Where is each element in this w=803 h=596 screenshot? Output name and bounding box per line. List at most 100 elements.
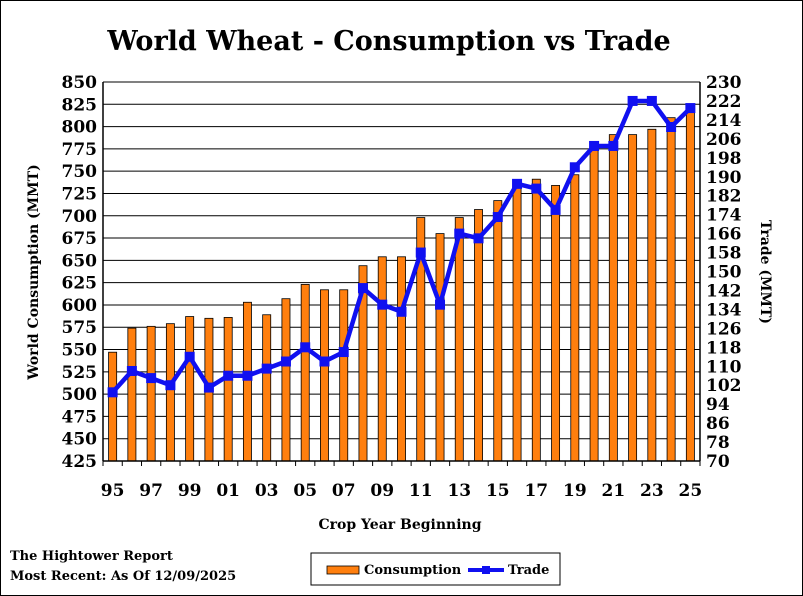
legend-consumption-label: Consumption — [364, 563, 462, 578]
consumption-bar — [262, 314, 272, 462]
x-tick-label: 95 — [101, 481, 125, 501]
consumption-bar — [127, 327, 137, 462]
trade-point — [512, 178, 523, 189]
trade-point — [415, 247, 426, 258]
consumption-bar — [185, 316, 195, 462]
y2-tick-label: 86 — [706, 414, 730, 434]
y-tick-label: 550 — [62, 341, 98, 361]
y2-tick-label: 102 — [706, 376, 742, 396]
y-tick-label: 725 — [62, 184, 98, 204]
y2-tick-label: 126 — [706, 319, 742, 339]
x-tick-label: 11 — [409, 481, 433, 501]
trade-point — [492, 212, 503, 223]
x-tick-label: 07 — [332, 481, 356, 501]
consumption-bar — [300, 284, 310, 462]
y2-tick-label: 94 — [706, 395, 730, 415]
consumption-bars — [108, 108, 695, 462]
x-tick-label: 99 — [178, 481, 202, 501]
consumption-bar — [628, 134, 638, 462]
consumption-bar — [435, 233, 445, 462]
consumption-bar — [608, 134, 618, 462]
trade-point — [435, 299, 446, 310]
y-tick-label: 825 — [62, 95, 98, 115]
trade-point — [203, 382, 214, 393]
y-tick-label: 625 — [62, 274, 98, 294]
trade-point — [300, 342, 311, 353]
trade-point — [396, 306, 407, 317]
y2-tick-label: 118 — [706, 338, 742, 358]
consumption-bar — [589, 142, 599, 462]
x-tick-label: 13 — [447, 481, 471, 501]
y-tick-label: 575 — [62, 318, 98, 338]
y-tick-label: 525 — [62, 363, 98, 383]
y-tick-label: 450 — [62, 430, 98, 450]
y2-tick-label: 166 — [706, 225, 742, 245]
y-tick-label: 750 — [62, 162, 98, 182]
consumption-bar — [647, 128, 657, 462]
trade-point — [223, 370, 234, 381]
y2-axis-label: Trade (MMT) — [757, 220, 773, 324]
y2-tick-label: 190 — [706, 168, 742, 188]
trade-line — [107, 95, 696, 398]
consumption-bar — [493, 200, 503, 462]
x-tick-label: 25 — [679, 481, 703, 501]
consumption-bar — [397, 256, 406, 462]
y-tick-label: 600 — [62, 296, 98, 316]
legend-trade-label: Trade — [508, 563, 549, 578]
trade-point — [107, 387, 118, 398]
trade-point — [357, 283, 368, 294]
x-tick-label: 15 — [486, 481, 510, 501]
chart-title: World Wheat - Consumption vs Trade — [106, 26, 670, 57]
consumption-bar — [570, 174, 580, 462]
x-tick-label: 05 — [293, 481, 317, 501]
left-axis-ticks: 4254504755005255505756006256506757007257… — [62, 73, 98, 472]
x-tick-label: 23 — [640, 481, 664, 501]
trade-point — [627, 95, 638, 106]
trade-point — [242, 370, 253, 381]
y2-tick-label: 142 — [706, 281, 742, 301]
x-tick-label: 19 — [563, 481, 587, 501]
y2-tick-label: 222 — [706, 92, 742, 112]
y2-tick-label: 78 — [706, 433, 730, 453]
axes — [102, 82, 701, 466]
x-tick-label: 03 — [255, 481, 279, 501]
x-tick-label: 09 — [370, 481, 394, 501]
y2-tick-label: 206 — [706, 130, 742, 150]
consumption-bar — [551, 185, 561, 462]
trade-point — [473, 233, 484, 244]
trade-point — [146, 373, 157, 384]
consumption-bar — [377, 256, 387, 462]
y2-tick-label: 134 — [706, 300, 742, 320]
y2-tick-label: 198 — [706, 149, 742, 169]
consumption-bar — [531, 178, 541, 462]
consumption-bar — [339, 289, 349, 462]
y-tick-label: 675 — [62, 229, 98, 249]
trade-point — [261, 363, 272, 374]
trade-point — [646, 95, 657, 106]
trade-point — [280, 356, 291, 367]
y-tick-label: 775 — [62, 140, 98, 160]
y-axis-label: World Consumption (MMT) — [26, 164, 42, 380]
consumption-bar — [474, 209, 483, 462]
trade-point — [569, 162, 580, 173]
consumption-bar — [223, 317, 233, 462]
legend: Consumption Trade — [310, 552, 561, 586]
trade-point — [126, 365, 137, 376]
y2-tick-label: 182 — [706, 187, 742, 207]
consumption-bar — [512, 181, 522, 462]
trade-point — [608, 140, 619, 151]
trade-point — [550, 204, 561, 215]
trade-point — [589, 140, 600, 151]
consumption-bar — [165, 323, 175, 462]
consumption-bar — [320, 289, 329, 462]
y-tick-label: 425 — [62, 452, 98, 472]
y-tick-label: 475 — [62, 407, 98, 427]
legend-trade-marker — [482, 566, 490, 574]
trade-point — [666, 122, 677, 133]
trade-point — [454, 228, 465, 239]
consumption-bar — [281, 298, 291, 462]
footer-source: The Hightower Report — [10, 549, 173, 564]
consumption-bar — [242, 301, 252, 462]
trade-point — [319, 356, 330, 367]
y-tick-label: 700 — [62, 207, 98, 227]
